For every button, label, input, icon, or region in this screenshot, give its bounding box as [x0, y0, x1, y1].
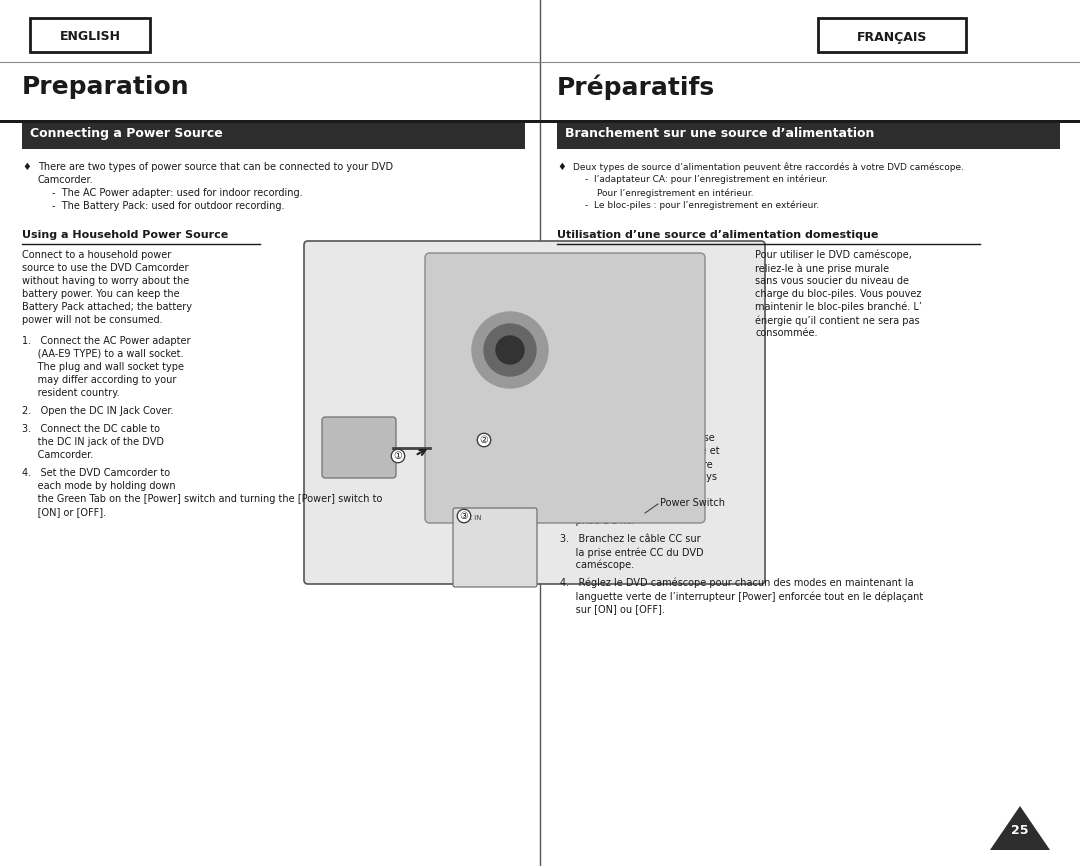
Text: Camcorder.: Camcorder.	[22, 450, 93, 460]
Text: source to use the DVD Camcorder: source to use the DVD Camcorder	[22, 263, 189, 273]
Text: [ON] or [OFF].: [ON] or [OFF].	[22, 507, 106, 517]
Text: (TYPE AA-E9) dans une prise: (TYPE AA-E9) dans une prise	[561, 433, 715, 443]
Text: battery power. You can keep the: battery power. You can keep the	[22, 289, 179, 299]
Text: DC IN: DC IN	[462, 515, 482, 521]
Text: Utilisation d’une source d’alimentation domestique: Utilisation d’une source d’alimentation …	[557, 230, 878, 240]
Text: ♦: ♦	[22, 162, 30, 172]
Text: each mode by holding down: each mode by holding down	[22, 481, 176, 491]
Text: Camcorder.: Camcorder.	[38, 175, 94, 185]
Text: différent en fonction du pays: différent en fonction du pays	[561, 472, 717, 482]
Polygon shape	[990, 806, 1050, 850]
Text: languette verte de l’interrupteur [Power] enforcée tout en le déplaçant: languette verte de l’interrupteur [Power…	[561, 591, 923, 602]
Text: The plug and wall socket type: The plug and wall socket type	[22, 362, 184, 372]
Bar	[22, 123, 525, 149]
FancyBboxPatch shape	[426, 253, 705, 523]
Text: reliez-le à une prise murale: reliez-le à une prise murale	[755, 263, 889, 274]
Text: Préparatifs: Préparatifs	[557, 75, 715, 100]
Text: without having to worry about the: without having to worry about the	[22, 276, 189, 286]
Text: 4.   Set the DVD Camcorder to: 4. Set the DVD Camcorder to	[22, 468, 171, 478]
Text: resident country.: resident country.	[22, 388, 120, 398]
Text: Connect to a household power: Connect to a household power	[22, 250, 172, 260]
Text: 1.   Branchez l’adaptateur CA: 1. Branchez l’adaptateur CA	[561, 420, 704, 430]
Bar	[818, 18, 966, 52]
Text: sur [ON] ou [OFF].: sur [ON] ou [OFF].	[561, 604, 665, 614]
Text: There are two types of power source that can be connected to your DVD: There are two types of power source that…	[38, 162, 393, 172]
Text: -  The Battery Pack: used for outdoor recording.: - The Battery Pack: used for outdoor rec…	[52, 201, 284, 211]
Text: 25: 25	[1011, 824, 1029, 837]
Text: de la prise murale peut être: de la prise murale peut être	[561, 459, 713, 469]
Text: Deux types de source d’alimentation peuvent être raccordés à votre DVD caméscope: Deux types de source d’alimentation peuv…	[573, 162, 964, 171]
Text: prise DC IN.: prise DC IN.	[561, 516, 634, 526]
Text: Power Switch: Power Switch	[660, 498, 725, 508]
Bar	[30, 18, 150, 52]
Text: Using a Household Power Source: Using a Household Power Source	[22, 230, 228, 240]
Text: power will not be consumed.: power will not be consumed.	[22, 315, 163, 325]
Text: ①: ①	[393, 451, 403, 461]
Text: 3.   Connect the DC cable to: 3. Connect the DC cable to	[22, 424, 160, 434]
Text: the Green Tab on the [Power] switch and turning the [Power] switch to: the Green Tab on the [Power] switch and …	[22, 494, 382, 504]
Circle shape	[484, 324, 536, 376]
FancyBboxPatch shape	[453, 508, 537, 587]
Text: Pour l’enregistrement en intérieur.: Pour l’enregistrement en intérieur.	[597, 188, 754, 197]
FancyBboxPatch shape	[322, 417, 396, 478]
Text: -  Le bloc-piles : pour l’enregistrement en extérieur.: - Le bloc-piles : pour l’enregistrement …	[585, 201, 819, 210]
Text: may differ according to your: may differ according to your	[22, 375, 176, 385]
Text: ENGLISH: ENGLISH	[59, 30, 121, 43]
Text: 2.   Ouvrez le couvercle de la: 2. Ouvrez le couvercle de la	[561, 503, 702, 513]
Text: consommée.: consommée.	[755, 328, 818, 338]
Text: ♦: ♦	[557, 162, 566, 172]
Text: maintenir le bloc-piles branché. L’: maintenir le bloc-piles branché. L’	[755, 302, 922, 313]
Circle shape	[496, 336, 524, 364]
Text: 2.   Open the DC IN Jack Cover.: 2. Open the DC IN Jack Cover.	[22, 406, 174, 416]
Text: murale. Le type de la fiche et: murale. Le type de la fiche et	[561, 446, 719, 456]
Text: sans vous soucier du niveau de: sans vous soucier du niveau de	[755, 276, 909, 286]
Text: Battery Pack attached; the battery: Battery Pack attached; the battery	[22, 302, 192, 312]
Circle shape	[472, 312, 548, 388]
Text: ③: ③	[460, 511, 469, 521]
Text: -  l’adaptateur CA: pour l’enregistrement en intérieur.: - l’adaptateur CA: pour l’enregistrement…	[585, 175, 828, 184]
Text: dans lequel vous résidez.: dans lequel vous résidez.	[561, 485, 699, 495]
Bar	[0, 120, 1080, 123]
Text: -  The AC Power adapter: used for indoor recording.: - The AC Power adapter: used for indoor …	[52, 188, 302, 198]
Text: la prise entrée CC du DVD: la prise entrée CC du DVD	[561, 547, 704, 558]
Text: (AA-E9 TYPE) to a wall socket.: (AA-E9 TYPE) to a wall socket.	[22, 349, 184, 359]
FancyBboxPatch shape	[303, 241, 765, 584]
Text: 1.   Connect the AC Power adapter: 1. Connect the AC Power adapter	[22, 336, 190, 346]
Text: the DC IN jack of the DVD: the DC IN jack of the DVD	[22, 437, 164, 447]
Text: charge du bloc-piles. Vous pouvez: charge du bloc-piles. Vous pouvez	[755, 289, 921, 299]
Text: Connecting a Power Source: Connecting a Power Source	[30, 127, 222, 140]
Text: ②: ②	[480, 435, 488, 445]
Text: Branchement sur une source d’alimentation: Branchement sur une source d’alimentatio…	[565, 127, 875, 140]
Bar	[557, 123, 1059, 149]
Text: Preparation: Preparation	[22, 75, 190, 99]
Text: énergie qu’il contient ne sera pas: énergie qu’il contient ne sera pas	[755, 315, 920, 326]
Text: 4.   Réglez le DVD caméscope pour chacun des modes en maintenant la: 4. Réglez le DVD caméscope pour chacun d…	[561, 578, 914, 589]
Text: caméscope.: caméscope.	[561, 560, 634, 571]
Text: Pour utiliser le DVD caméscope,: Pour utiliser le DVD caméscope,	[755, 250, 912, 261]
Text: FRANÇAIS: FRANÇAIS	[856, 30, 928, 43]
Text: 3.   Branchez le câble CC sur: 3. Branchez le câble CC sur	[561, 534, 701, 544]
